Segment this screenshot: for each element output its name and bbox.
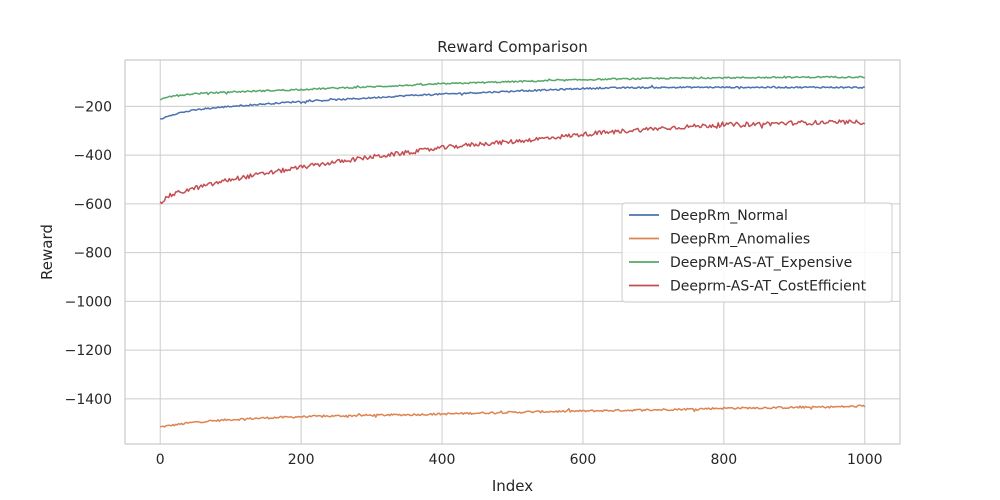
x-tick-label: 800 [710, 452, 737, 468]
legend-label: Deeprm-AS-AT_CostEfficient [670, 279, 867, 295]
y-axis-label: Reward [38, 224, 56, 280]
series-line-deeprm-normal [159, 84, 865, 120]
y-tick-label: −400 [74, 148, 112, 164]
y-tick-label: −1200 [65, 343, 112, 359]
x-tick-label: 1000 [847, 452, 883, 468]
legend-box [621, 202, 893, 303]
x-tick-label: 600 [570, 452, 597, 468]
y-tick-label: −1000 [65, 294, 112, 310]
legend: DeepRm_Normal DeepRm_Anomalies DeepRM-AS-A… [621, 202, 893, 303]
x-tick-label: 0 [156, 452, 165, 468]
x-axis-label: Index [492, 477, 533, 495]
y-tick-label: −200 [74, 99, 112, 115]
legend-label: DeepRm_Normal [670, 208, 788, 224]
y-tick-label: −800 [74, 246, 112, 262]
series-line-deeprm-as-at-costefficient [159, 119, 866, 205]
x-tick-label: 200 [288, 452, 315, 468]
series-line-deeprm-as-at-expensive [159, 75, 865, 101]
series-lines [159, 75, 866, 428]
legend-label: DeepRm_Anomalies [670, 232, 810, 248]
legend-label: DeepRM-AS-AT_Expensive [670, 255, 852, 271]
plot-frame [124, 59, 901, 445]
y-tick-label: −600 [74, 197, 112, 213]
series-line-deeprm-anomalies [160, 404, 866, 428]
chart-title: Reward Comparison [437, 38, 587, 56]
y-tick-label: −1400 [65, 392, 112, 408]
tick-labels: 0 200 400 600 800 1000 −200 −400 −600 −800 −1000 −1… [65, 99, 883, 468]
x-tick-label: 400 [429, 452, 456, 468]
